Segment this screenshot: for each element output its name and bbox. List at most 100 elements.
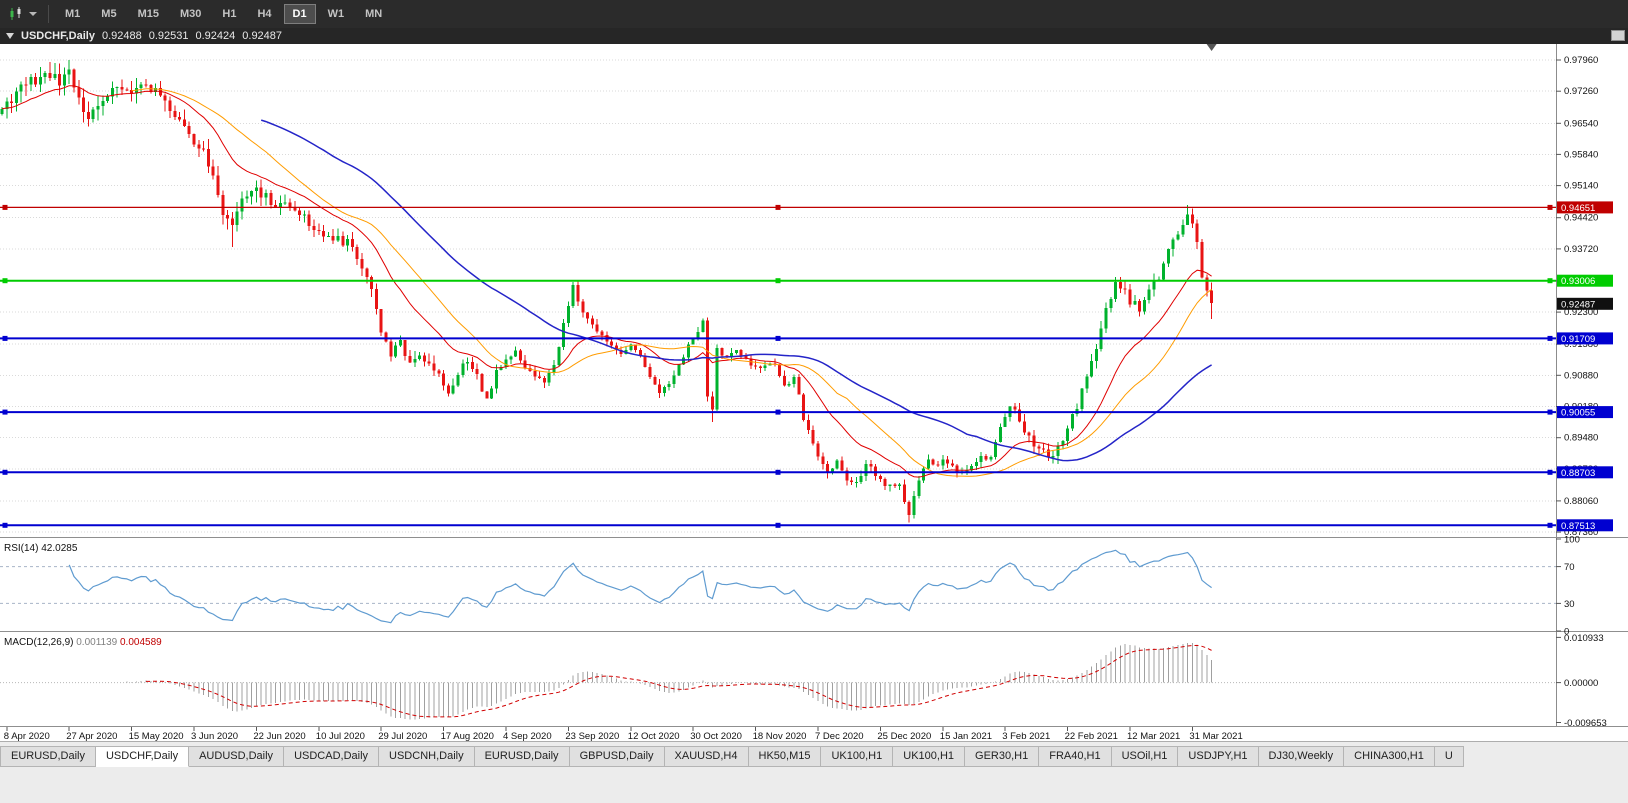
svg-text:3 Feb 2021: 3 Feb 2021 — [1002, 731, 1050, 741]
current-price-label: 0.92487 — [1557, 297, 1613, 310]
one-click-trading-icon[interactable] — [6, 33, 14, 39]
svg-text:7 Dec 2020: 7 Dec 2020 — [815, 731, 864, 741]
horizontal-line-0.90055[interactable] — [0, 409, 1556, 415]
axis-price-label-0.91709: 0.91709 — [1557, 332, 1613, 345]
chart-symbol-label: USDCHF,Daily — [21, 30, 95, 42]
high-value: 0.92531 — [148, 30, 189, 42]
svg-text:0.91709: 0.91709 — [1561, 334, 1595, 345]
rsi-title: RSI(14) 42.0285 — [4, 543, 78, 554]
chart-tabs-bar: EURUSD,Daily USDCHF,Daily AUDUSD,Daily USDC… — [0, 741, 1628, 803]
svg-text:12 Mar 2021: 12 Mar 2021 — [1127, 731, 1180, 741]
svg-text:0.90055: 0.90055 — [1561, 408, 1595, 419]
chart-tab-usdchf-daily[interactable]: USDCHF,Daily — [95, 746, 190, 767]
timeframe-button-h1[interactable]: H1 — [222, 8, 237, 20]
svg-text:0.00000: 0.00000 — [1564, 678, 1598, 689]
chart-tab-gbpusd-daily[interactable]: GBPUSD,Daily — [569, 746, 665, 767]
chart-tab-usdjpy-h1[interactable]: USDJPY,H1 — [1178, 746, 1259, 767]
svg-text:0.92487: 0.92487 — [1561, 299, 1595, 310]
low-value: 0.92424 — [195, 30, 236, 42]
svg-text:10 Jul 2020: 10 Jul 2020 — [316, 731, 365, 741]
svg-text:0: 0 — [1564, 627, 1569, 638]
ma-55-line — [260, 119, 1212, 462]
timeframe-button-m30[interactable]: M30 — [179, 8, 202, 20]
chart-tab-eurusd-daily[interactable]: EURUSD,Daily — [0, 746, 96, 767]
rsi-panel: RSI(14) 42.0285 100 70 30 0 — [0, 535, 1580, 638]
chart-tab-usoil-h1[interactable]: USOil,H1 — [1111, 746, 1179, 767]
svg-text:0.94420: 0.94420 — [1564, 213, 1598, 224]
svg-text:29 Jul 2020: 29 Jul 2020 — [378, 731, 427, 741]
svg-text:18 Nov 2020: 18 Nov 2020 — [753, 731, 807, 741]
svg-text:0.87513: 0.87513 — [1561, 521, 1595, 532]
top-toolbar: M1 M5 M15 M30 H1 H4 D1 W1 MN — [0, 0, 1628, 28]
chart-tab-eurusd-daily[interactable]: EURUSD,Daily — [474, 746, 570, 767]
horizontal-line-0.88703[interactable] — [0, 469, 1556, 475]
axis-price-label-0.87513: 0.87513 — [1557, 519, 1613, 532]
svg-text:0.97260: 0.97260 — [1564, 86, 1598, 97]
price-grid — [0, 59, 1556, 533]
chart-tab-usdcad-daily[interactable]: USDCAD,Daily — [284, 746, 380, 767]
chevron-down-icon — [29, 12, 37, 16]
timeframe-button-h4[interactable]: H4 — [257, 8, 272, 20]
horizontal-line-0.94651[interactable] — [0, 204, 1556, 210]
price-axis[interactable]: 0.97960 0.97260 0.96540 0.95840 0.95140 0.944… — [1556, 44, 1628, 727]
chart-tabs: EURUSD,Daily USDCHF,Daily AUDUSD,Daily USDC… — [0, 746, 1628, 767]
date-axis[interactable]: 8 Apr 2020 27 Apr 2020 15 May 2020 3 Jun 20… — [4, 727, 1243, 741]
svg-text:30 Oct 2020: 30 Oct 2020 — [690, 731, 742, 741]
timeframe-button-w1[interactable]: W1 — [327, 8, 345, 20]
chart-tab-usdcnh-daily[interactable]: USDCNH,Daily — [379, 746, 475, 767]
chart-tab-u[interactable]: U — [1434, 746, 1464, 767]
svg-text:23 Sep 2020: 23 Sep 2020 — [565, 731, 619, 741]
timeframe-button-m1[interactable]: M1 — [65, 8, 81, 20]
svg-text:0.010933: 0.010933 — [1564, 633, 1604, 644]
timeframe-button-m15[interactable]: M15 — [137, 8, 159, 20]
horizontal-line-0.93006[interactable] — [0, 278, 1556, 284]
svg-text:4 Sep 2020: 4 Sep 2020 — [503, 731, 552, 741]
chart-tab-china300-h1[interactable]: CHINA300,H1 — [1344, 746, 1435, 767]
chart-tab-dj30-weekly[interactable]: DJ30,Weekly — [1258, 746, 1345, 767]
timeframe-toolbar: M1 M5 M15 M30 H1 H4 D1 W1 MN — [56, 4, 391, 24]
svg-text:0.96540: 0.96540 — [1564, 118, 1598, 129]
timeframe-button-mn[interactable]: MN — [365, 8, 383, 20]
mini-candlestick-icon — [10, 7, 21, 20]
chart-tab-xauusd-h4[interactable]: XAUUSD,H4 — [664, 746, 749, 767]
close-value: 0.92487 — [242, 30, 283, 42]
chart-title-bar: USDCHF,Daily 0.92488 0.92531 0.92424 0.9… — [0, 28, 1628, 44]
chart-tab-uk100-h1[interactable]: UK100,H1 — [893, 746, 966, 767]
chart-shift-marker[interactable] — [1206, 44, 1217, 51]
axis-price-label-0.88703: 0.88703 — [1557, 466, 1613, 479]
svg-text:0.94651: 0.94651 — [1561, 203, 1595, 214]
open-value: 0.92488 — [101, 30, 142, 42]
svg-text:3 Jun 2020: 3 Jun 2020 — [191, 731, 238, 741]
macd-title: MACD(12,26,9) 0.001139 0.004589 — [4, 637, 162, 648]
macd-signal-line — [145, 644, 1212, 718]
chart-tab-ger30-h1[interactable]: GER30,H1 — [965, 746, 1040, 767]
svg-text:22 Feb 2021: 22 Feb 2021 — [1065, 731, 1118, 741]
svg-text:15 May 2020: 15 May 2020 — [129, 731, 184, 741]
macd-panel: MACD(12,26,9) 0.001139 0.004589 0.010933 0… — [0, 633, 1607, 729]
chart-tab-fra40-h1[interactable]: FRA40,H1 — [1039, 746, 1112, 767]
panel-separators[interactable] — [0, 537, 1628, 727]
svg-text:0.97960: 0.97960 — [1564, 55, 1598, 66]
chart-tab-hk50-m15[interactable]: HK50,M15 — [748, 746, 822, 767]
rsi-line — [68, 549, 1212, 624]
chart-tab-audusd-daily[interactable]: AUDUSD,Daily — [189, 746, 285, 767]
timeframe-button-d1[interactable]: D1 — [283, 4, 316, 24]
svg-text:0.91580: 0.91580 — [1564, 339, 1598, 350]
chart-type-dropdown[interactable] — [4, 5, 41, 23]
horizontal-line-0.87513[interactable] — [0, 522, 1556, 528]
svg-text:0.95840: 0.95840 — [1564, 149, 1598, 160]
svg-text:25 Dec 2020: 25 Dec 2020 — [877, 731, 931, 741]
ma-18-line — [1, 85, 1212, 478]
window-control-button[interactable] — [1611, 30, 1625, 41]
timeframe-button-m5[interactable]: M5 — [101, 8, 117, 20]
chart-tab-uk100-h1[interactable]: UK100,H1 — [821, 746, 894, 767]
macd-histogram — [126, 643, 1213, 720]
svg-text:0.95140: 0.95140 — [1564, 181, 1598, 192]
svg-text:0.88060: 0.88060 — [1564, 496, 1598, 507]
svg-text:0.87360: 0.87360 — [1564, 527, 1598, 538]
horizontal-line-0.91709[interactable] — [0, 335, 1556, 341]
svg-text:70: 70 — [1564, 562, 1575, 573]
price-chart[interactable]: 0.97960 0.97260 0.96540 0.95840 0.95140 0.944… — [0, 44, 1628, 741]
axis-price-label-0.90055: 0.90055 — [1557, 406, 1613, 419]
svg-text:0.93006: 0.93006 — [1561, 276, 1595, 287]
